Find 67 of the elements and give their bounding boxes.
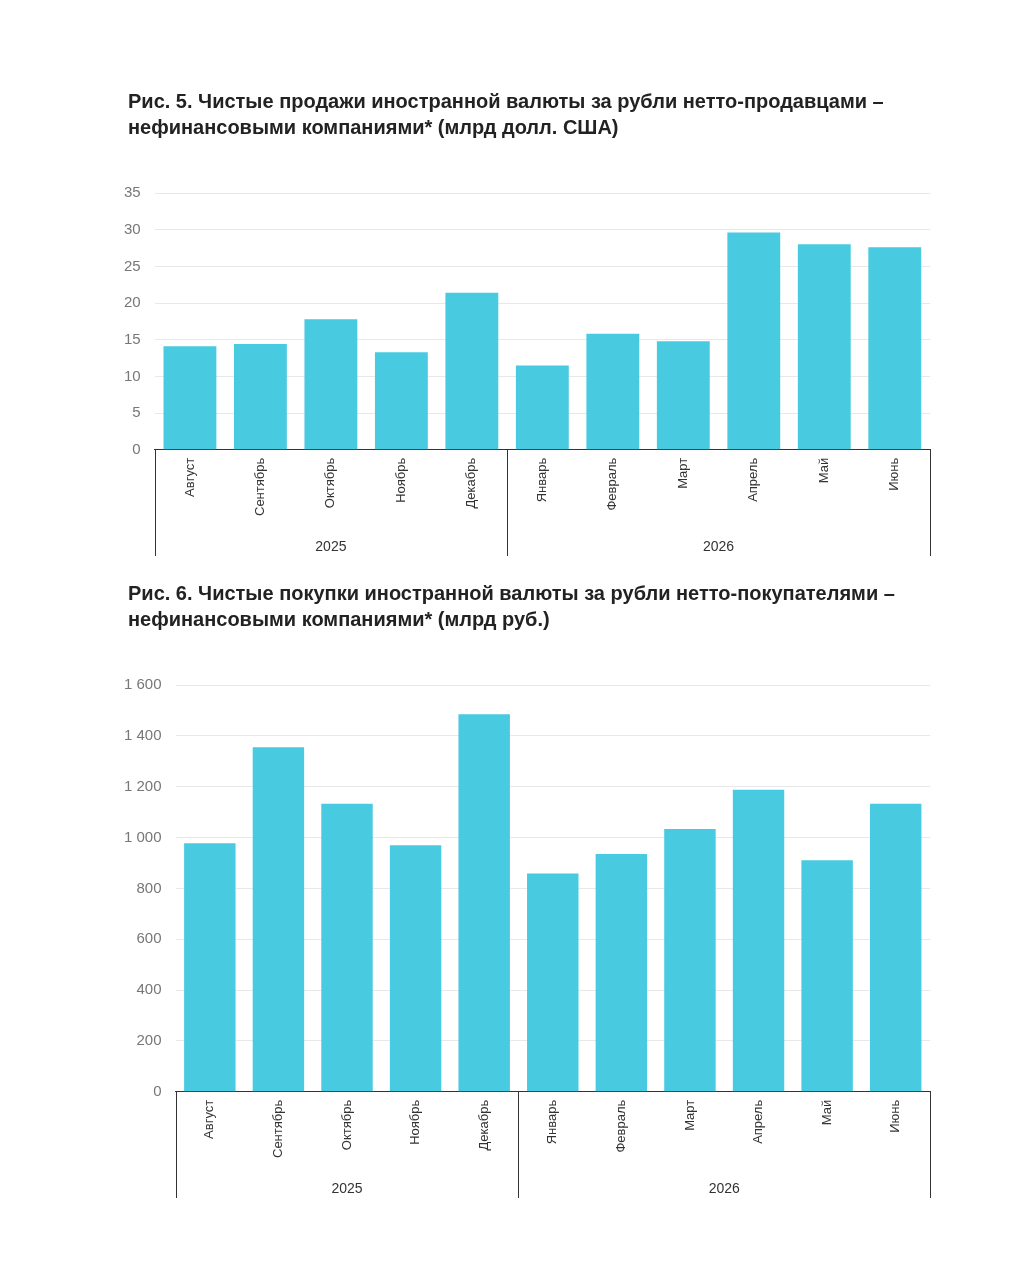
x-tick-label: Ноябрь <box>407 1099 423 1145</box>
x-tick-label: Ноябрь <box>392 457 408 503</box>
bar <box>586 333 640 450</box>
x-tick-label: Апрель <box>750 1099 766 1144</box>
x-tick-label: Январь <box>544 1099 560 1145</box>
bar <box>374 352 428 450</box>
x-tick-label: Май <box>818 1099 834 1126</box>
x-tick-label: Март <box>681 1099 697 1131</box>
text: 2026 <box>702 537 735 554</box>
y-tick-label: 200 <box>136 1031 162 1049</box>
bar <box>595 854 648 1092</box>
x-tick-label: Март <box>674 457 690 489</box>
y-tick-label: 1 000 <box>123 827 162 845</box>
bar <box>389 845 442 1092</box>
y-tick-label: 0 <box>153 1081 162 1099</box>
x-tick-label: Сентябрь <box>270 1099 285 1159</box>
y-tick-label: 20 <box>124 293 141 311</box>
bar <box>868 247 922 450</box>
bar <box>252 747 305 1092</box>
x-tick-label: Апрель <box>745 457 761 502</box>
y-tick-label: 1 400 <box>123 725 162 743</box>
x-tick-label: Май <box>815 457 831 484</box>
bar <box>233 344 287 450</box>
bar <box>304 319 358 450</box>
bar <box>801 860 853 1092</box>
bar <box>445 292 499 450</box>
y-tick-label: 1 600 <box>123 675 162 693</box>
bar <box>869 803 922 1092</box>
x-tick-label: Декабрь <box>463 457 479 509</box>
bar <box>656 341 710 450</box>
x-tick-label: Август <box>201 1099 217 1139</box>
y-tick-label: 5 <box>132 403 141 421</box>
y-tick-label: 30 <box>124 219 141 237</box>
y-tick-label: 600 <box>136 929 162 947</box>
y-tick-label: 1 200 <box>123 776 162 794</box>
x-tick-label: Январь <box>533 457 549 503</box>
x-tick-label: Октябрь <box>338 1099 354 1151</box>
y-tick-label: 0 <box>132 439 141 457</box>
x-tick-label: Октябрь <box>322 457 338 509</box>
bar <box>527 873 579 1092</box>
x-tick-label: Февраль <box>604 457 620 511</box>
x-tick-label: Февраль <box>612 1099 628 1153</box>
x-tick-label: Июнь <box>886 457 902 491</box>
bar <box>458 714 510 1092</box>
y-tick-label: 25 <box>124 256 141 274</box>
chart-title: Рис. 6. Чистые покупки иностранной валюты за рубли нетто-покупателями – нефинансовыми компаниями* (млрд руб.) <box>127 581 896 632</box>
text: 2026 <box>708 1179 741 1196</box>
bar <box>727 232 781 450</box>
bar <box>515 365 569 450</box>
bar <box>163 346 217 450</box>
y-tick-label: 400 <box>136 980 162 998</box>
x-tick-label: Июнь <box>887 1099 903 1133</box>
bar <box>732 789 785 1092</box>
y-tick-label: 15 <box>124 329 141 347</box>
y-tick-label: 800 <box>136 878 162 896</box>
x-tick-label: Декабрь <box>475 1099 491 1151</box>
x-tick-label: Август <box>181 457 197 497</box>
bar <box>321 803 373 1092</box>
bar <box>184 843 236 1092</box>
chart-title: Рис. 5. Чистые продажи иностранной валюты за рубли нетто-продавцами – нефинансовыми компаниями* (млрд долл. США) <box>127 89 885 140</box>
y-tick-label: 35 <box>124 183 141 201</box>
text: 2025 <box>331 1179 363 1196</box>
bar <box>797 244 851 450</box>
text: 2025 <box>315 537 347 554</box>
bar <box>664 828 716 1092</box>
x-tick-label: Сентябрь <box>251 457 267 517</box>
y-tick-label: 10 <box>124 366 141 384</box>
